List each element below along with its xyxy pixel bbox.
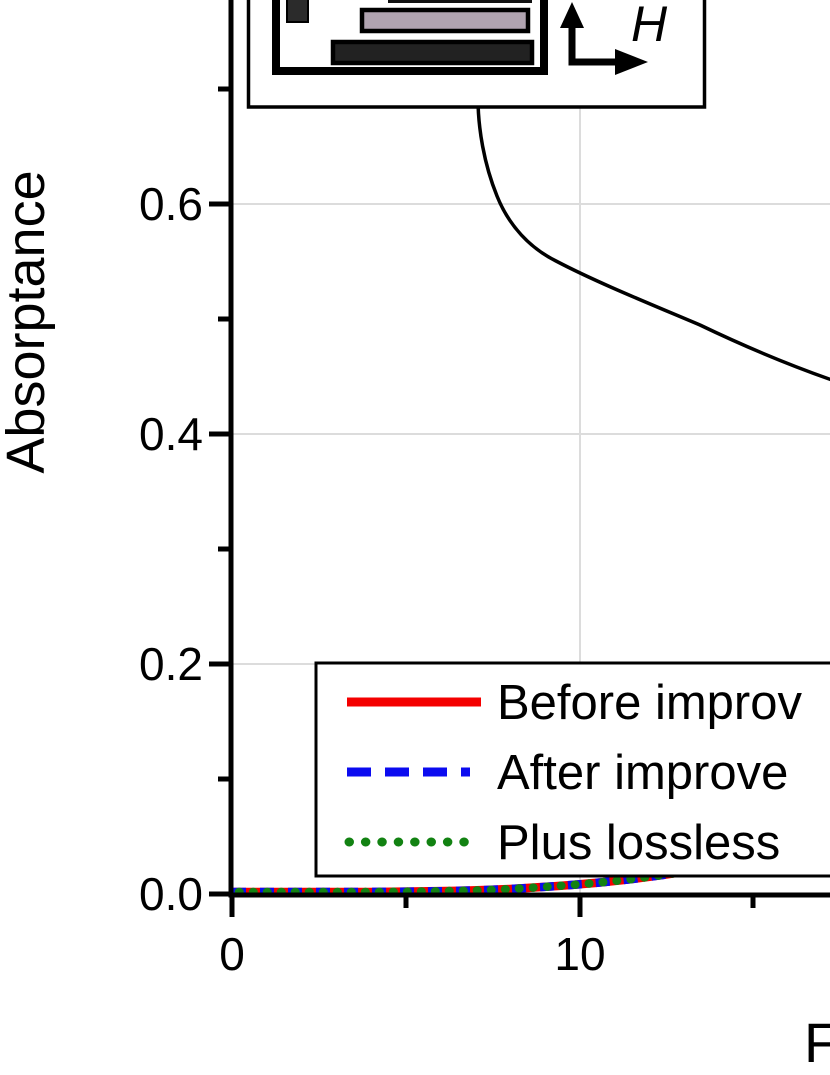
axes: [209, 0, 830, 917]
x-tick-label-10: 10: [554, 928, 605, 980]
legend-label-plus-lossless: Plus lossless: [497, 816, 780, 870]
y-tick-label-0.6: 0.6: [139, 178, 203, 230]
inset-top-bar-clipped: [388, 0, 532, 3]
y-tick-label-0.2: 0.2: [139, 638, 203, 690]
x-axis-title-fragment: F: [804, 1011, 830, 1074]
legend-label-after-improve: After improve: [497, 746, 788, 800]
inset-axes-arrows: [560, 2, 648, 75]
inset-h-label: H: [631, 0, 668, 52]
inset-small-block: [286, 0, 309, 23]
curve-unlabeled-black: [476, 97, 830, 382]
tick-labels: 0.6 0.4 0.2 0.0 0 10: [139, 178, 606, 980]
y-tick-label-0.0: 0.0: [139, 868, 203, 920]
legend-label-before-improv: Before improv: [497, 676, 803, 730]
arrow-up-head-icon: [560, 2, 584, 28]
inset-dark-bar: [330, 39, 535, 66]
y-axis-title: Absorptance: [0, 170, 56, 473]
inset-gray-bar: [359, 7, 531, 34]
x-tick-label-0: 0: [219, 928, 245, 980]
y-tick-label-0.4: 0.4: [139, 408, 203, 460]
legend: Before improv After improve Plus lossles…: [314, 661, 830, 878]
inset-schematic: H: [246, 0, 707, 109]
arrow-right-head-icon: [615, 49, 648, 75]
